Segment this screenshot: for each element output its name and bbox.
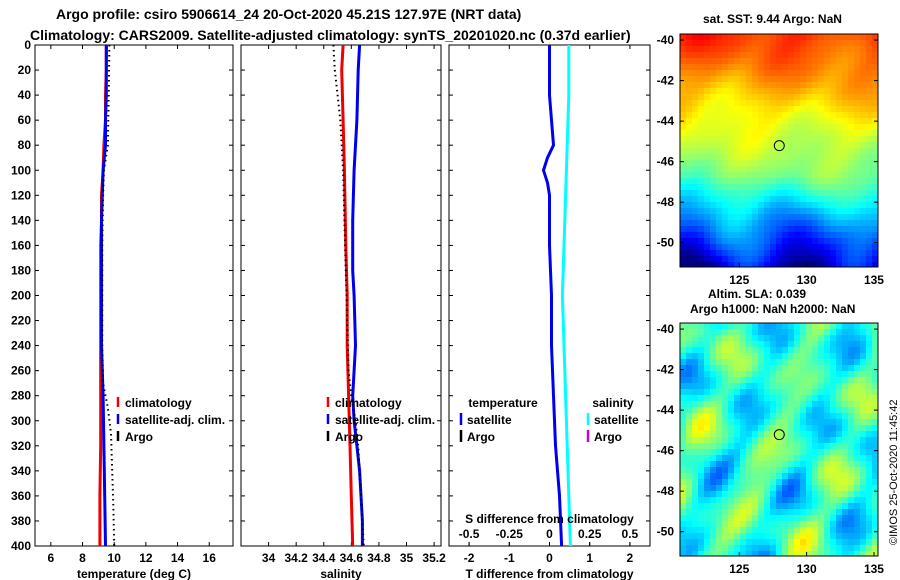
y-tick-label: 220	[11, 314, 31, 328]
argo-position-marker	[773, 140, 785, 152]
y-tick-label: 400	[11, 539, 31, 553]
x-tick-label: 34.8	[367, 551, 391, 565]
lon-tick-label: 125	[729, 273, 749, 287]
legend-entry: satellite	[467, 413, 512, 427]
panel-frame-2	[448, 44, 651, 547]
x-tick-label: 34.2	[284, 551, 308, 565]
sla-map-title-2: Argo h1000: NaN h2000: NaN	[690, 302, 856, 316]
y-tick-label: 340	[11, 464, 31, 478]
y-tick-label: 380	[11, 514, 31, 528]
x-tick-label: 16	[203, 551, 217, 565]
y-tick-label: 320	[11, 439, 31, 453]
series-temperature-satellite	[541, 45, 564, 547]
legend-entry: Argo	[335, 430, 363, 444]
lon-tick-label: 130	[797, 273, 817, 287]
panel-frame-1	[240, 44, 442, 547]
x2-tick-label: 0.25	[578, 527, 602, 541]
lon-tick-label: 125	[729, 562, 749, 576]
x-tick-label: -2	[464, 551, 475, 565]
map-frame	[679, 322, 879, 557]
x-tick-label: 34.6	[340, 551, 364, 565]
legend-group-title: temperature	[468, 396, 538, 410]
y-tick-label: 160	[11, 238, 31, 252]
series-salinity-satellite	[560, 45, 572, 547]
header-line-2: Climatology: CARS2009. Satellite-adjuste…	[30, 27, 631, 43]
x-axis-label: salinity	[320, 567, 362, 580]
y-tick-label: 40	[18, 88, 32, 102]
lat-tick-label: -50	[657, 236, 675, 250]
y-tick-label: 120	[11, 188, 31, 202]
y-tick-label: 360	[11, 489, 31, 503]
x-tick-label: 12	[139, 551, 153, 565]
y-tick-label: 180	[11, 263, 31, 277]
lat-tick-label: -44	[657, 403, 675, 417]
series-satellite-adj-clim-	[351, 44, 364, 546]
lon-tick-label: 135	[864, 273, 884, 287]
series-argo	[332, 44, 365, 547]
legend-entry: Argo	[594, 430, 622, 444]
x2-tick-label: 0.5	[622, 527, 639, 541]
header-line-1: Argo profile: csiro 5906614_24 20-Oct-20…	[56, 6, 522, 22]
x2-axis-label: S difference from climatology	[465, 512, 634, 526]
legend-entry: climatology	[335, 396, 402, 410]
x-axis-label: T difference from climatology	[465, 567, 633, 580]
lat-tick-label: -48	[657, 484, 675, 498]
lat-tick-label: -42	[657, 363, 675, 377]
x-tick-label: 2	[627, 551, 634, 565]
x-axis-label: temperature (deg C)	[77, 567, 191, 580]
legend-entry: satellite-adj. clim.	[125, 413, 225, 427]
y-tick-label: 200	[11, 289, 31, 303]
x-tick-label: 6	[47, 551, 54, 565]
x-tick-label: 34	[262, 551, 276, 565]
legend-entry: satellite-adj. clim.	[335, 413, 435, 427]
argo-position-marker	[773, 429, 785, 441]
lat-tick-label: -48	[657, 195, 675, 209]
y-tick-label: 100	[11, 163, 31, 177]
y-tick-label: 280	[11, 389, 31, 403]
y-tick-label: 300	[11, 414, 31, 428]
y-tick-label: 240	[11, 339, 31, 353]
legend-group-title: salinity	[592, 396, 634, 410]
x2-tick-label: 0	[546, 527, 553, 541]
x-tick-label: 35	[400, 551, 414, 565]
map-frame	[679, 33, 879, 268]
series-argo	[101, 44, 116, 547]
lat-tick-label: -46	[657, 155, 675, 169]
x-tick-label: 10	[108, 551, 122, 565]
legend-entry: Argo	[125, 430, 153, 444]
panel-frame-0	[34, 44, 234, 547]
legend-entry: climatology	[125, 396, 192, 410]
lat-tick-label: -42	[657, 74, 675, 88]
x-tick-label: 1	[586, 551, 593, 565]
x2-tick-label: -0.25	[496, 527, 524, 541]
lat-tick-label: -46	[657, 444, 675, 458]
x-tick-label: 0	[546, 551, 553, 565]
y-tick-label: 260	[11, 364, 31, 378]
lat-tick-label: -40	[657, 33, 675, 47]
y-tick-label: 60	[18, 113, 32, 127]
lon-tick-label: 130	[797, 562, 817, 576]
lon-tick-label: 135	[864, 562, 884, 576]
x-tick-label: 35.2	[422, 551, 446, 565]
x-tick-label: 14	[171, 551, 185, 565]
y-tick-label: 140	[11, 213, 31, 227]
y-tick-label: 0	[24, 38, 31, 52]
legend-entry: satellite	[594, 413, 639, 427]
y-tick-label: 80	[18, 138, 32, 152]
legend-entry: Argo	[467, 430, 495, 444]
lat-tick-label: -50	[657, 525, 675, 539]
y-tick-label: 20	[18, 63, 32, 77]
sst-heatmap	[680, 34, 878, 267]
x2-tick-label: -0.5	[459, 527, 480, 541]
sla-heatmap	[680, 323, 878, 556]
lat-tick-label: -44	[657, 114, 675, 128]
sla-map-title-1: Altim. SLA: 0.039	[708, 287, 807, 301]
sst-map-title: sat. SST: 9.44 Argo: NaN	[703, 12, 842, 26]
x-tick-label: 34.4	[312, 551, 336, 565]
x-tick-label: 8	[79, 551, 86, 565]
lat-tick-label: -40	[657, 322, 675, 336]
x-tick-label: -1	[504, 551, 515, 565]
